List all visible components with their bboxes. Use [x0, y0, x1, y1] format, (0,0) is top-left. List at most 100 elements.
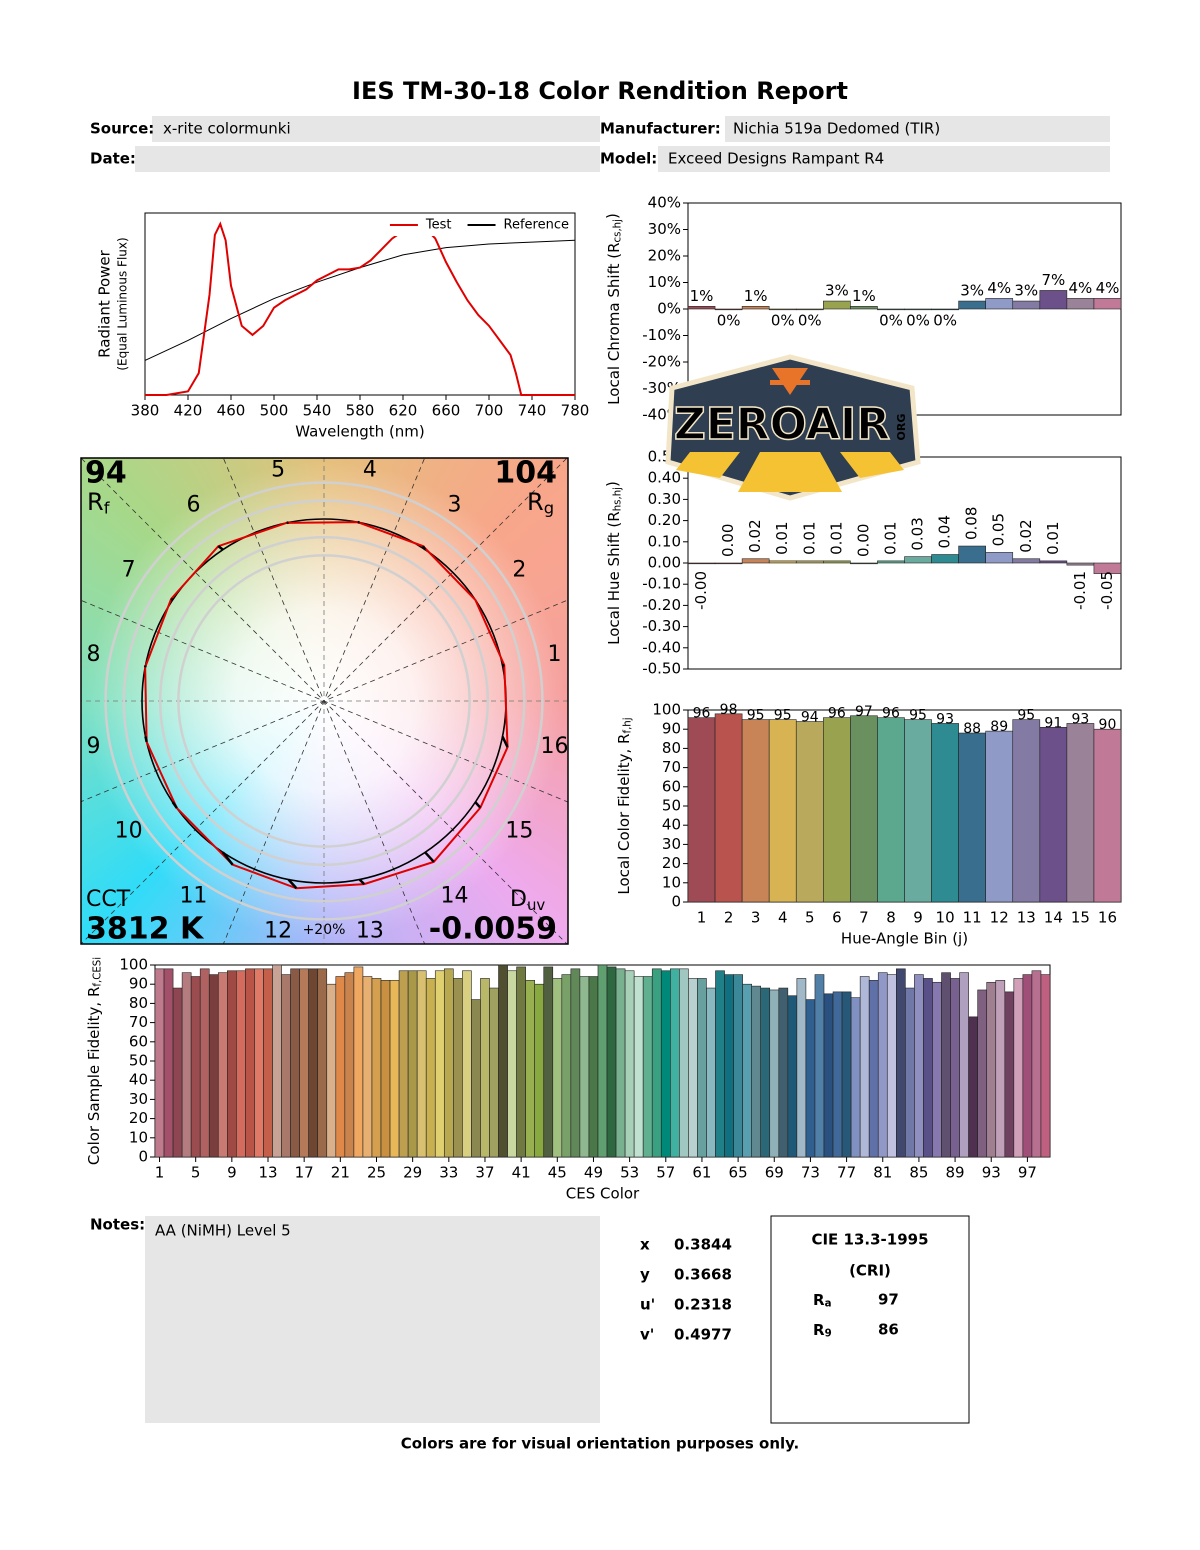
- bar: [670, 968, 680, 1158]
- bar: [877, 972, 888, 1158]
- x-tick-label: 97: [1018, 1164, 1037, 1182]
- y-tick-label: 20: [129, 1109, 148, 1127]
- y-tick-label: 0.10: [648, 532, 681, 550]
- x-tick-label: 25: [367, 1164, 386, 1182]
- watermark-text: ZEROAIR: [674, 399, 890, 450]
- shift-arrow: [424, 851, 435, 863]
- y-tick-label: 20%: [648, 247, 681, 265]
- value-label: 4%: [1096, 279, 1120, 297]
- y-tick-label: -0.30: [642, 617, 681, 635]
- y-axis-label-sub: f,CESi: [93, 957, 104, 987]
- bar: [217, 972, 228, 1158]
- bin-label: 10: [115, 819, 143, 844]
- field-box: [658, 146, 1110, 172]
- bar: [615, 968, 626, 1158]
- value-label: 0%: [798, 312, 822, 330]
- value-label: 94: [801, 710, 819, 726]
- chroma-label: u': [640, 1296, 655, 1314]
- bar: [841, 991, 852, 1158]
- bar: [227, 970, 237, 1158]
- bar: [398, 970, 409, 1158]
- bin-label: 15: [505, 819, 533, 844]
- cri-index-value: 86: [878, 1321, 899, 1339]
- bar: [832, 991, 843, 1158]
- x-tick-label: 780: [561, 402, 590, 420]
- watermark: ZEROAIR ORG: [665, 354, 921, 501]
- y-tick-label: 0: [138, 1148, 148, 1166]
- x-tick-label: 5: [805, 909, 815, 927]
- value-label: 0.08: [963, 507, 981, 540]
- bar: [326, 983, 337, 1158]
- x-tick-label: 9: [913, 909, 923, 927]
- bar: [904, 556, 932, 564]
- field-value: x-rite colormunki: [163, 120, 291, 138]
- bar: [525, 980, 535, 1158]
- bar: [245, 968, 255, 1158]
- cri-index-name-main: R: [813, 1291, 825, 1309]
- bar: [741, 306, 770, 310]
- bar: [624, 970, 635, 1158]
- x-tick-label: 21: [331, 1164, 350, 1182]
- x-tick-label: 33: [439, 1164, 458, 1182]
- y-tick-label: 0.20: [648, 511, 681, 529]
- y-tick-label: 50: [129, 1052, 148, 1070]
- y-axis-label-sub: hs,hj: [613, 487, 624, 511]
- x-tick-label: 10: [936, 909, 955, 927]
- y-tick-label: 30: [662, 835, 681, 853]
- x-tick-label: 69: [765, 1164, 784, 1182]
- rf-name: Rf: [87, 488, 111, 517]
- bar: [416, 970, 427, 1158]
- bar: [805, 999, 816, 1158]
- x-tick-label: 700: [475, 402, 504, 420]
- field-box: [135, 146, 600, 172]
- x-tick-label: 81: [873, 1164, 892, 1182]
- x-tick-label: 53: [620, 1164, 639, 1182]
- bar: [959, 972, 969, 1158]
- legend-label: Test: [425, 218, 452, 233]
- bar: [579, 976, 590, 1158]
- bar: [208, 974, 219, 1158]
- plot-frame: [144, 212, 576, 396]
- x-tick-label: 73: [801, 1164, 820, 1182]
- bar: [154, 968, 165, 1158]
- value-label: 3%: [960, 282, 984, 300]
- bar: [931, 308, 959, 311]
- bar: [896, 968, 906, 1158]
- bar: [588, 976, 599, 1158]
- value-label: 88: [963, 721, 981, 737]
- bar: [914, 974, 924, 1158]
- bin-label: 8: [87, 642, 101, 667]
- bar: [877, 308, 905, 311]
- y-tick-label: 10%: [648, 273, 681, 291]
- x-tick-label: 460: [217, 402, 246, 420]
- bar: [958, 300, 986, 310]
- chroma-value: 0.4977: [674, 1326, 732, 1344]
- bar: [407, 970, 418, 1158]
- watermark-road: [738, 452, 842, 492]
- bin-label: 1: [547, 642, 561, 667]
- bar: [651, 968, 662, 1158]
- field-label: Date:: [90, 150, 136, 168]
- shift-arrow: [221, 851, 234, 866]
- notes-box: [145, 1216, 600, 1423]
- bar: [687, 717, 716, 903]
- value-label: 3%: [1014, 282, 1038, 300]
- y-axis-label-end: ): [603, 213, 621, 219]
- bar: [958, 732, 986, 903]
- bar: [931, 554, 959, 564]
- bar: [290, 968, 300, 1158]
- value-label: 1%: [852, 287, 876, 305]
- duv-name: Duv: [510, 887, 545, 914]
- bar: [904, 308, 932, 311]
- value-label: 96: [693, 706, 711, 722]
- bar: [823, 300, 851, 310]
- bar: [787, 995, 798, 1158]
- bar: [1039, 726, 1068, 903]
- y-tick-label: -20%: [642, 353, 681, 371]
- bar: [1022, 974, 1033, 1158]
- bar: [796, 978, 807, 1158]
- chroma-value: 0.2318: [674, 1296, 732, 1314]
- y-tick-label: 100: [119, 956, 148, 974]
- cri-index-name-main: R: [813, 1321, 825, 1339]
